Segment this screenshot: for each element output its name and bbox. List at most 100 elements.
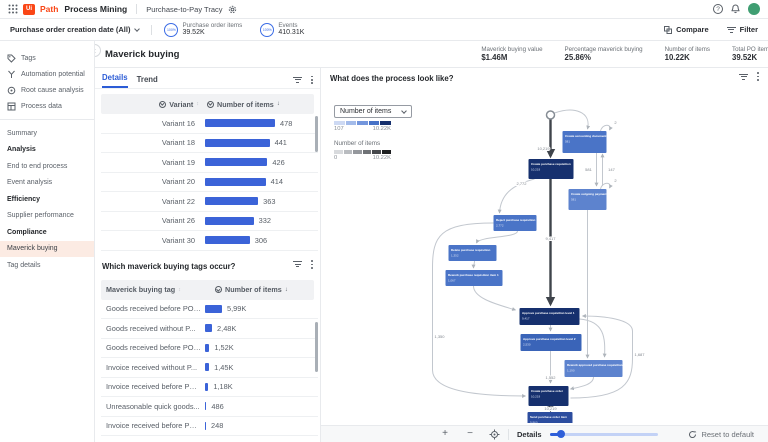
node-label: Send purchase order item xyxy=(530,415,567,419)
more-menu-icon[interactable] xyxy=(757,72,759,81)
user-avatar[interactable] xyxy=(748,3,760,15)
table-row[interactable]: Variant 26 332 xyxy=(101,212,318,231)
value-bar xyxy=(205,304,222,313)
sidebar-item-end-to-end-process[interactable]: End to end process xyxy=(7,162,68,170)
process-edge xyxy=(600,124,613,132)
process-graph[interactable]: 10,219 9,417 1,552 10,219 581 147 2,772 1,350 1,… xyxy=(321,68,768,423)
filter-button[interactable]: Filter xyxy=(726,25,758,34)
table-row[interactable]: Variant 18 441 xyxy=(101,134,318,153)
table-row[interactable]: Variant 30 306 xyxy=(101,231,318,251)
divider xyxy=(0,119,94,120)
more-menu-icon[interactable] xyxy=(311,260,313,269)
sidebar-item-compliance: Compliance xyxy=(7,228,47,236)
table-row[interactable]: Invoice received before PO... 248 xyxy=(101,417,318,436)
process-edge xyxy=(473,285,517,311)
value-bar xyxy=(205,421,206,430)
tab-details[interactable]: Details xyxy=(102,73,128,88)
sidebar-item-label: Process data xyxy=(21,102,62,110)
table-row[interactable]: Unreasonable quick goods... 486 xyxy=(101,397,318,417)
edge-label: 2 xyxy=(614,120,617,125)
process-data-icon xyxy=(7,102,16,110)
node-value: 1,067 xyxy=(448,279,456,283)
edge-legend-labels: 0 10.22K xyxy=(334,155,391,161)
sidebar-item-summary[interactable]: Summary xyxy=(7,129,37,137)
sidebar-item-root-cause-analysis[interactable]: Root cause analysis xyxy=(0,82,94,98)
process-edge xyxy=(432,222,527,398)
zoom-out-button[interactable]: − xyxy=(467,428,473,439)
graph-controls: Number of items 107 10.22K Number of item… xyxy=(334,105,412,161)
process-node-spo[interactable] xyxy=(527,412,573,423)
chevron-down-icon xyxy=(134,25,141,32)
reset-to-default-button[interactable]: Reset to default xyxy=(688,430,754,439)
node-value: 1,352 xyxy=(451,254,459,258)
process-node-ap1[interactable] xyxy=(519,308,580,325)
node-label: Delete purchase requisition xyxy=(451,248,491,252)
edge-label: 1,350 xyxy=(434,334,445,339)
kpi-value: 410.31K xyxy=(278,29,305,37)
page-title: Maverick buying xyxy=(105,48,180,60)
scrollbar[interactable] xyxy=(315,321,318,372)
sidebar-item-tag-details[interactable]: Tag details xyxy=(7,261,41,269)
details-slider[interactable] xyxy=(549,430,658,438)
kpi-label: Events xyxy=(278,21,298,29)
app-grid-icon[interactable] xyxy=(8,4,18,14)
sidebar-item-tags[interactable]: Tags xyxy=(0,50,94,66)
process-node-rap[interactable] xyxy=(564,360,623,377)
node-label: Approve purchase requisition level 1 xyxy=(522,311,575,315)
value-bar xyxy=(205,343,210,352)
process-node-del[interactable] xyxy=(448,245,497,261)
process-app-name[interactable]: Purchase-to-Pay Tracy xyxy=(146,4,223,14)
compare-icon xyxy=(664,25,673,34)
date-filter-dropdown[interactable]: Purchase order creation date (All) xyxy=(10,25,141,34)
filter-icon[interactable] xyxy=(293,261,303,268)
process-start-node[interactable] xyxy=(545,110,556,120)
fit-view-icon[interactable] xyxy=(489,429,500,440)
gear-icon[interactable] xyxy=(228,5,237,14)
process-node-cpo[interactable] xyxy=(528,386,569,406)
value-bar xyxy=(205,138,270,147)
process-node-cpr[interactable] xyxy=(528,159,574,179)
table-row[interactable]: Goods received before PO ... 1,52K xyxy=(101,339,318,358)
process-node-rwi[interactable] xyxy=(445,270,503,286)
table-row[interactable]: Variant 16 478 xyxy=(101,114,318,134)
table-row[interactable]: Invoice received before PO... 1,18K xyxy=(101,378,318,397)
metric-select-dropdown[interactable]: Number of items xyxy=(334,105,412,118)
table-row[interactable]: Variant 20 414 xyxy=(101,173,318,192)
variant-table-header[interactable]: Variant ↕ Number of items ↓ xyxy=(101,94,314,114)
sidebar-item-label: Automation potential xyxy=(21,70,85,78)
process-node-acct[interactable] xyxy=(562,131,607,153)
notifications-bell-icon[interactable] xyxy=(731,4,740,14)
table-row[interactable]: Goods received before PO ... 5,99K xyxy=(101,300,318,319)
sidebar-item-automation-potential[interactable]: Automation potential xyxy=(0,66,94,82)
slider-thumb[interactable] xyxy=(557,430,566,438)
process-node-ap2[interactable] xyxy=(520,334,582,351)
table-row[interactable]: Variant 22 363 xyxy=(101,192,318,212)
zoom-in-button[interactable]: + xyxy=(442,428,448,439)
more-menu-icon[interactable] xyxy=(311,75,313,84)
table-row[interactable]: Goods received without P... 2,48K xyxy=(101,319,318,339)
collapse-sidebar-button[interactable]: ‹ xyxy=(95,44,101,57)
sidebar-nav: Summary Analysis End to end process Event a… xyxy=(0,125,94,274)
process-node-rej[interactable] xyxy=(493,215,537,231)
chevron-down-icon xyxy=(401,107,407,114)
sidebar-item-event-analysis[interactable]: Event analysis xyxy=(7,179,53,187)
sidebar-item-process-data[interactable]: Process data xyxy=(0,98,94,114)
sidebar-item-supplier-performance[interactable]: Supplier performance xyxy=(7,212,74,220)
edge-label: 2,772 xyxy=(516,181,527,186)
help-icon[interactable]: ? xyxy=(713,4,723,14)
sidebar-item-maverick-buying[interactable]: Maverick buying xyxy=(0,240,94,257)
process-edge xyxy=(476,230,518,244)
process-node-cop[interactable] xyxy=(568,189,607,210)
scrollbar[interactable] xyxy=(315,116,318,152)
filter-bar: Purchase order creation date (All) 100% … xyxy=(0,19,768,41)
compare-button[interactable]: Compare xyxy=(664,25,709,34)
filter-icon[interactable] xyxy=(293,76,303,83)
node-value: 2,772 xyxy=(496,224,504,228)
filter-icon[interactable] xyxy=(739,73,749,80)
tag-table-header[interactable]: Maverick buying tag ↕ Number of items ↓ xyxy=(101,279,314,300)
table-row[interactable]: Variant 19 426 xyxy=(101,153,318,173)
table-row[interactable]: Invoice received without P... 1,45K xyxy=(101,358,318,378)
edge-label: 10,219 xyxy=(537,146,550,151)
tab-trend[interactable]: Trend xyxy=(136,75,158,84)
node-label: Create accounting document xyxy=(565,134,606,138)
